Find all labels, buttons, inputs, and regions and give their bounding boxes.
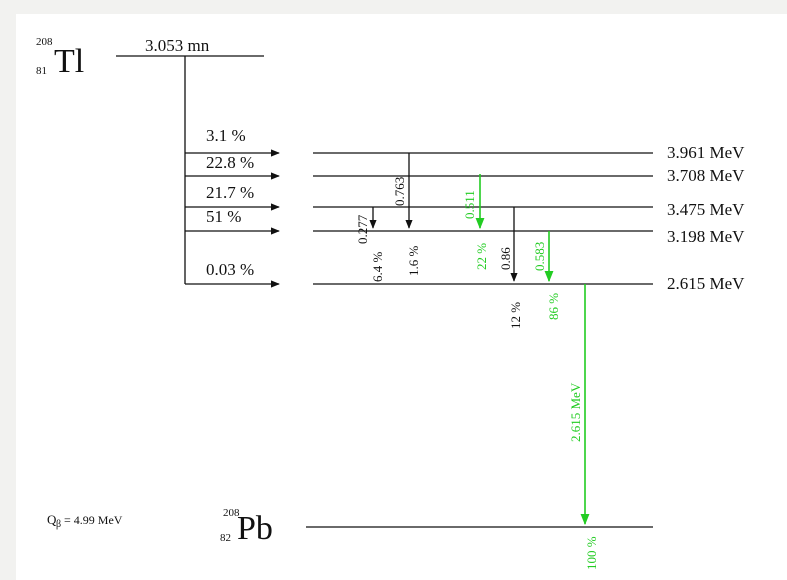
level-energy-3708: 3.708 MeV <box>667 166 745 185</box>
gamma-energy-086: 0.86 <box>498 247 513 270</box>
level-energy-2615: 2.615 MeV <box>667 274 745 293</box>
q-beta-prefix: Q <box>47 512 57 527</box>
gamma-intensity-0583: 86 % <box>546 293 561 320</box>
gamma-energy-2615: 2.615 MeV <box>568 382 583 442</box>
gamma-intensity-0763: 1.6 % <box>406 246 421 277</box>
gamma-intensity-2615: 100 % <box>584 536 599 570</box>
parent-atomic-number: 81 <box>36 65 47 77</box>
beta-percent-2: 22.8 % <box>206 153 254 172</box>
daughter-mass-number: 208 <box>223 507 240 519</box>
beta-percent-4: 51 % <box>206 207 241 226</box>
level-energy-3961: 3.961 MeV <box>667 143 745 162</box>
gamma-energy-0763: 0.763 <box>392 177 407 206</box>
level-energy-3475: 3.475 MeV <box>667 200 745 219</box>
daughter-symbol: Pb <box>237 510 273 547</box>
q-beta-subscript: β <box>56 519 61 530</box>
parent-half-life: 3.053 mn <box>145 36 210 55</box>
beta-percent-5: 0.03 % <box>206 260 254 279</box>
decay-scheme-svg: 208 81 Tl 3.053 mn 3.1 % 22.8 % 21.7 % 5… <box>36 36 745 570</box>
gamma-energy-0277: 0.277 <box>355 214 370 244</box>
gamma-energy-0511: 0.511 <box>462 190 477 219</box>
parent-symbol: Tl <box>54 43 84 80</box>
gamma-intensity-0511: 22 % <box>474 243 489 270</box>
gamma-intensity-086: 12 % <box>508 302 523 329</box>
daughter-atomic-number: 82 <box>220 532 231 544</box>
level-energy-3198: 3.198 MeV <box>667 227 745 246</box>
gamma-intensity-0277: 6.4 % <box>370 252 385 283</box>
parent-mass-number: 208 <box>36 36 53 48</box>
gamma-energy-0583: 0.583 <box>532 242 547 271</box>
beta-percent-3: 21.7 % <box>206 183 254 202</box>
beta-percent-1: 3.1 % <box>206 126 246 145</box>
decay-scheme-diagram: 208 81 Tl 3.053 mn 3.1 % 22.8 % 21.7 % 5… <box>16 14 787 580</box>
q-beta-value: = 4.99 MeV <box>64 513 123 527</box>
